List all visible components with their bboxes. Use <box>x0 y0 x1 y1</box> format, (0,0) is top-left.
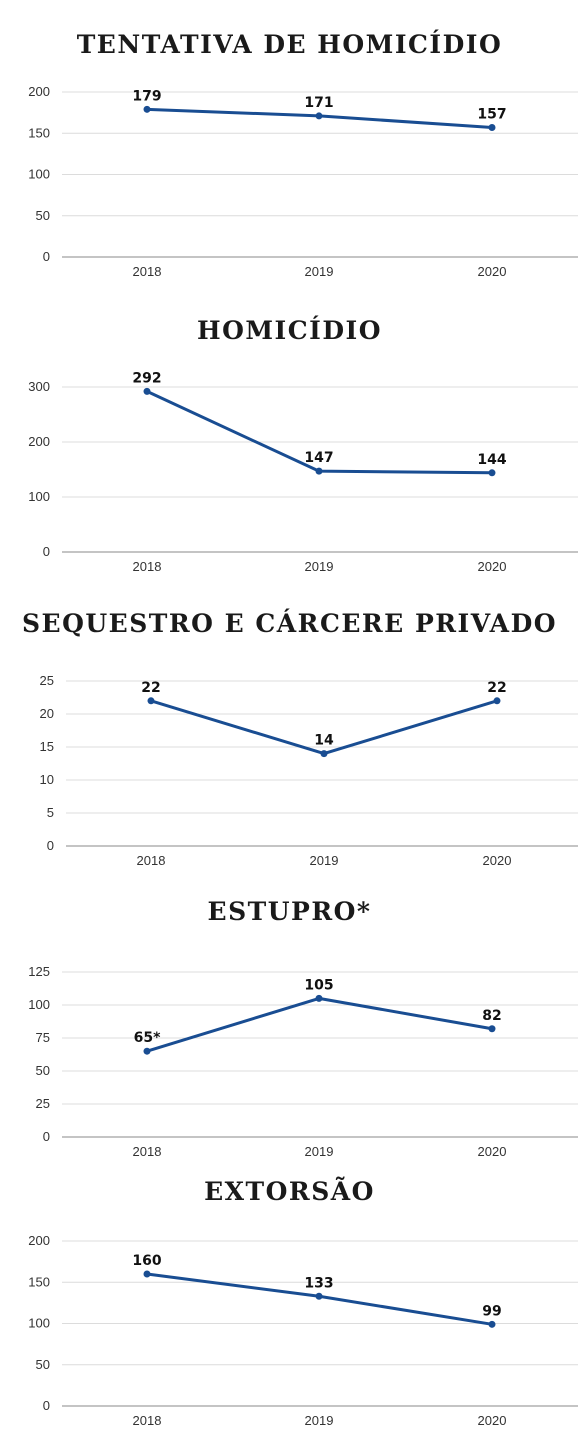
chart-title: SEQUESTRO E CÁRCERE PRIVADO <box>21 609 558 638</box>
data-point <box>493 697 501 705</box>
data-point <box>315 1292 323 1300</box>
x-tick-label: 2019 <box>305 1144 334 1159</box>
data-point <box>315 467 323 475</box>
chart-title: EXTORSÃO <box>204 1177 375 1206</box>
y-tick-label: 0 <box>47 838 54 853</box>
y-tick-label: 300 <box>28 379 50 394</box>
x-tick-label: 2019 <box>305 1413 334 1428</box>
x-tick-label: 2019 <box>305 559 334 574</box>
y-tick-label: 125 <box>28 964 50 979</box>
data-point <box>143 387 151 395</box>
y-tick-label: 200 <box>28 1233 50 1248</box>
line-chart-homicidio: 0 100 200 300 2018 2019 2020 292 147 144 <box>28 370 578 574</box>
x-tick-label: 2020 <box>478 559 507 574</box>
x-tick-label: 2018 <box>133 559 162 574</box>
y-tick-label: 100 <box>28 997 50 1012</box>
data-label: 14 <box>314 733 334 749</box>
data-label: 105 <box>304 977 333 993</box>
data-label: 171 <box>304 95 333 111</box>
data-label: 292 <box>132 370 161 386</box>
x-tick-label: 2020 <box>478 1144 507 1159</box>
data-point <box>143 1270 151 1278</box>
x-tick-label: 2020 <box>478 1413 507 1428</box>
data-label: 179 <box>132 88 161 104</box>
chart-title: TENTATIVA DE HOMICÍDIO <box>76 30 503 59</box>
line-chart-sequestro: 0 5 10 15 20 25 2018 2019 2020 22 14 22 <box>40 673 578 868</box>
y-tick-label: 0 <box>43 544 50 559</box>
y-tick-label: 200 <box>28 434 50 449</box>
y-tick-label: 150 <box>28 1274 50 1289</box>
y-tick-label: 50 <box>36 208 50 223</box>
data-label: 133 <box>304 1275 333 1291</box>
line-chart-estupro: 0 25 50 75 100 125 2018 2019 2020 65* 105 82 <box>28 964 578 1159</box>
y-tick-label: 25 <box>40 673 54 688</box>
chart-panel-tentativa-homicidio: TENTATIVA DE HOMICÍDIO 0 50 100 150 200 2018 2… <box>0 0 579 295</box>
y-tick-label: 5 <box>47 805 54 820</box>
line-chart-extorsao: 0 50 100 150 200 2018 2019 2020 160 133 99 <box>28 1233 578 1428</box>
y-tick-label: 0 <box>43 1398 50 1413</box>
data-point <box>488 1025 496 1033</box>
x-tick-label: 2018 <box>137 853 166 868</box>
y-tick-label: 100 <box>28 167 50 182</box>
chart-title: ESTUPRO* <box>207 897 372 926</box>
x-tick-label: 2019 <box>310 853 339 868</box>
data-label: 160 <box>132 1253 161 1269</box>
data-label: 99 <box>482 1303 501 1319</box>
data-label: 82 <box>482 1008 501 1024</box>
data-point <box>143 105 151 113</box>
chart-panel-extorsao: EXTORSÃO 0 50 100 150 200 2018 2019 2020 160 133 9… <box>0 1165 579 1447</box>
y-tick-label: 75 <box>36 1030 50 1045</box>
y-tick-label: 200 <box>28 84 50 99</box>
y-tick-label: 150 <box>28 125 50 140</box>
data-point <box>488 123 496 131</box>
y-tick-label: 0 <box>43 1129 50 1144</box>
y-tick-label: 50 <box>36 1357 50 1372</box>
data-point <box>315 994 323 1002</box>
y-tick-label: 100 <box>28 1316 50 1331</box>
x-tick-label: 2018 <box>133 1144 162 1159</box>
line-chart-tentativa-homicidio: 0 50 100 150 200 2018 2019 2020 179 171 157 <box>28 84 578 279</box>
y-tick-label: 20 <box>40 706 54 721</box>
y-tick-label: 100 <box>28 489 50 504</box>
data-label: 157 <box>477 106 506 122</box>
x-tick-label: 2020 <box>483 853 512 868</box>
data-point <box>315 112 323 120</box>
data-label: 22 <box>487 680 506 696</box>
x-tick-label: 2018 <box>133 264 162 279</box>
chart-panel-estupro: ESTUPRO* 0 25 50 75 100 125 2018 2019 2020 65* 105… <box>0 885 579 1165</box>
chart-panel-homicidio: HOMICÍDIO 0 100 200 300 2018 2019 2020 292 147 14… <box>0 300 579 595</box>
data-point <box>488 1320 496 1328</box>
data-point <box>320 750 328 758</box>
chart-title: HOMICÍDIO <box>196 316 382 345</box>
y-tick-label: 25 <box>36 1096 50 1111</box>
y-tick-label: 15 <box>40 739 54 754</box>
data-point <box>488 469 496 477</box>
data-point <box>143 1047 151 1055</box>
x-tick-label: 2019 <box>305 264 334 279</box>
data-label: 147 <box>304 450 333 466</box>
x-tick-label: 2018 <box>133 1413 162 1428</box>
series-line <box>145 996 494 1053</box>
y-tick-label: 0 <box>43 249 50 264</box>
data-label: 22 <box>141 680 160 696</box>
x-tick-label: 2020 <box>478 264 507 279</box>
data-label: 144 <box>477 452 506 468</box>
chart-panel-sequestro: SEQUESTRO E CÁRCERE PRIVADO 0 5 10 15 20 25 20… <box>0 595 579 885</box>
data-label: 65* <box>134 1030 161 1046</box>
y-tick-label: 50 <box>36 1063 50 1078</box>
y-tick-label: 10 <box>40 772 54 787</box>
data-point <box>147 697 155 705</box>
